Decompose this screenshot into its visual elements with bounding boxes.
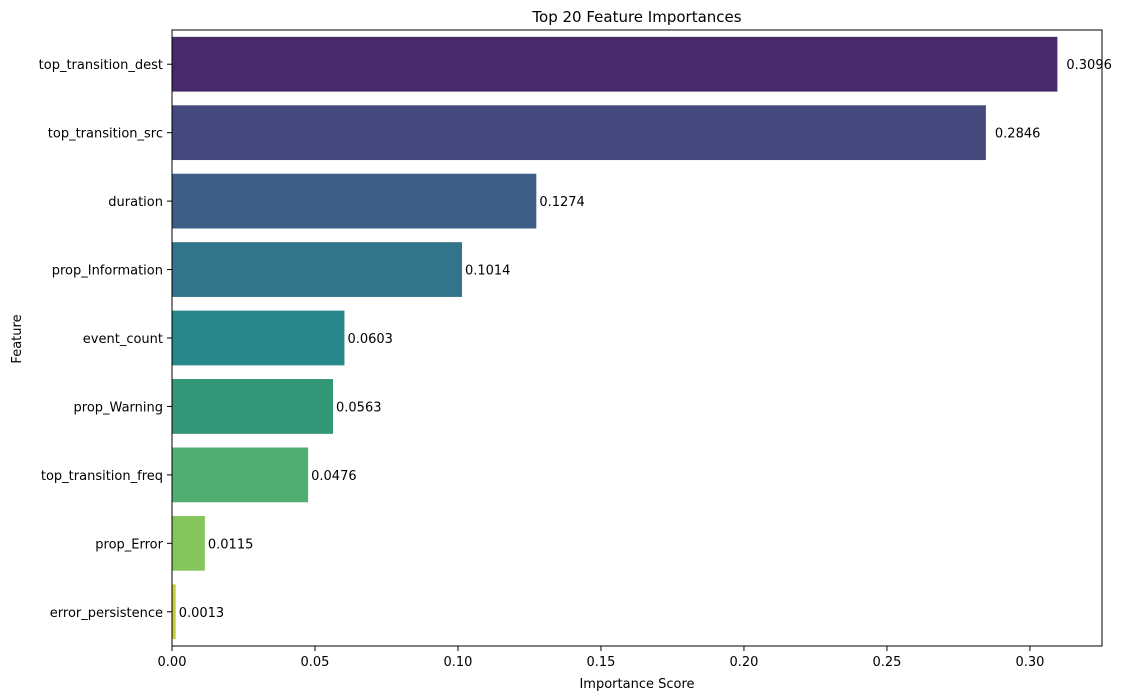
data-label: 0.2846 — [995, 127, 1041, 142]
y-tick-label: prop_Information — [52, 264, 163, 279]
y-tick-label: top_transition_src — [48, 127, 163, 142]
data-label: 0.0603 — [347, 332, 393, 347]
bar — [172, 310, 345, 366]
bar — [172, 36, 1058, 92]
y-tick-label: event_count — [83, 332, 163, 347]
plot-area: top_transition_dest 0.3096 top_transition_… — [39, 29, 1112, 670]
plot-frame — [171, 29, 1103, 647]
x-tick-label: 0.25 — [872, 655, 901, 670]
data-label: 0.0476 — [311, 469, 357, 484]
data-label: 0.1274 — [539, 195, 585, 210]
data-label: 0.0115 — [208, 537, 254, 552]
data-label: 0.3096 — [1066, 58, 1112, 73]
data-label: 0.1014 — [465, 264, 511, 279]
y-tick-label: top_transition_dest — [39, 58, 163, 73]
y-tick-label: duration — [108, 195, 163, 210]
x-tick-label: 0.30 — [1015, 655, 1044, 670]
bar — [172, 105, 986, 161]
x-axis-label: Importance Score — [579, 677, 694, 692]
data-label: 0.0563 — [336, 400, 382, 415]
bar — [172, 515, 205, 571]
y-axis-label: Feature — [10, 314, 25, 363]
y-tick-label: prop_Error — [95, 537, 163, 552]
bar — [172, 379, 334, 434]
data-label: 0.0013 — [179, 606, 225, 621]
y-tick-label: top_transition_freq — [41, 469, 163, 484]
x-tick-label: 0.15 — [586, 655, 615, 670]
x-tick-label: 0.10 — [444, 655, 473, 670]
bar — [172, 584, 176, 640]
bar — [172, 173, 537, 229]
bar — [172, 242, 462, 297]
x-tick-label: 0.20 — [729, 655, 758, 670]
bar — [172, 447, 309, 503]
x-tick-label: 0.05 — [301, 655, 330, 670]
y-tick-label: error_persistence — [50, 606, 163, 621]
y-tick-label: prop_Warning — [74, 400, 163, 415]
chart-title: Top 20 Feature Importances — [531, 8, 741, 26]
x-tick-label: 0.00 — [158, 655, 187, 670]
